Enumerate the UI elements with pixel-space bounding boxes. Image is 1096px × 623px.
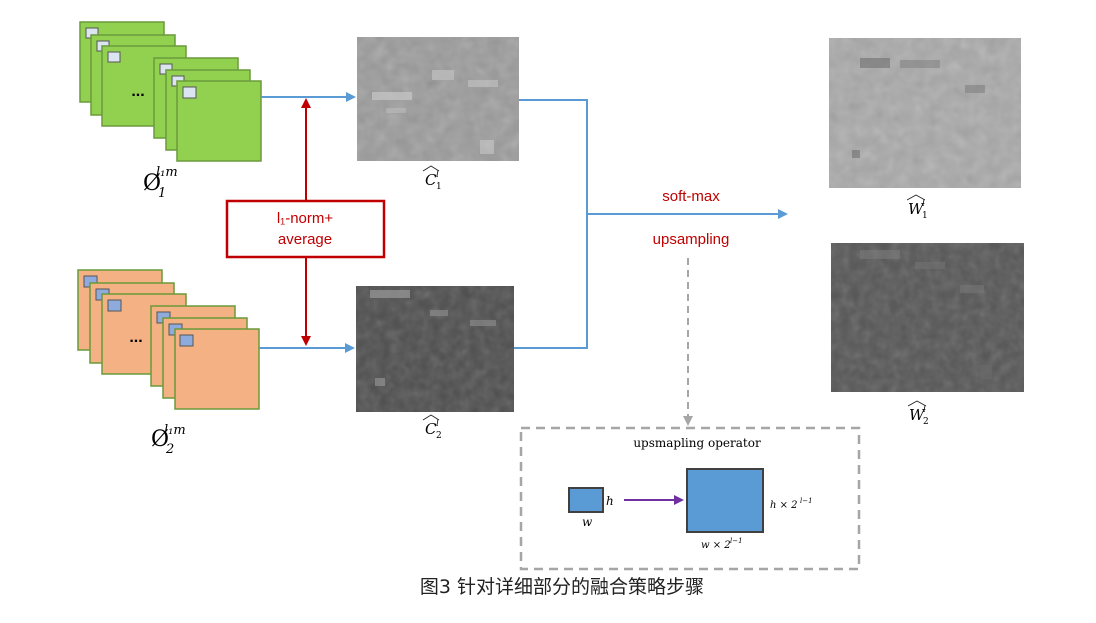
out-h-exponent: l−1 bbox=[800, 497, 813, 505]
large-output-block bbox=[686, 468, 764, 533]
small-input-block bbox=[568, 487, 604, 513]
svg-text:C: C bbox=[425, 420, 437, 438]
svg-text:l: l bbox=[923, 405, 926, 415]
w2-label: W 2 l bbox=[907, 400, 929, 427]
svg-text:2: 2 bbox=[165, 442, 174, 457]
input2-label: Ø 2 l₁m bbox=[151, 423, 186, 457]
w1-label: W 1 l bbox=[906, 194, 928, 221]
svg-text:2: 2 bbox=[436, 431, 442, 441]
svg-text:1: 1 bbox=[158, 186, 166, 201]
svg-text:l: l bbox=[436, 170, 439, 180]
svg-text:C: C bbox=[425, 171, 437, 189]
input1-label: Ø 1 l₁m bbox=[143, 165, 178, 201]
svg-text:1: 1 bbox=[922, 211, 928, 221]
c2-label: C 2 l bbox=[422, 414, 442, 441]
svg-text:W: W bbox=[909, 406, 926, 424]
weight-map-w1 bbox=[829, 38, 1021, 188]
out-w-label: w × 2 bbox=[701, 540, 731, 551]
figure-caption: 图3 针对详细部分的融合策略步骤 bbox=[420, 576, 704, 598]
fusion-strategy-box bbox=[225, 199, 386, 259]
input-feature-stack-1: ... bbox=[79, 21, 262, 162]
svg-text:l₁m: l₁m bbox=[156, 165, 178, 180]
upsampling-label: upsampling bbox=[653, 231, 730, 248]
weight-map-w2 bbox=[831, 243, 1024, 392]
activity-map-c1 bbox=[357, 37, 519, 161]
fusion-box-line1: l₁-norm+ bbox=[277, 210, 334, 227]
svg-text:W: W bbox=[908, 200, 925, 218]
svg-text:l: l bbox=[436, 419, 439, 429]
upsampling-operator-box bbox=[519, 426, 861, 571]
merge-connector bbox=[514, 99, 588, 349]
ellipsis-1: ... bbox=[131, 83, 144, 100]
operator-title: upsmapling operator bbox=[633, 436, 761, 450]
c1-label: C 1 l bbox=[422, 165, 442, 192]
activity-map-c2 bbox=[356, 286, 514, 412]
svg-text:Ø: Ø bbox=[143, 171, 161, 196]
svg-text:l: l bbox=[922, 199, 925, 209]
ellipsis-2: ... bbox=[129, 329, 142, 346]
svg-text:Ø: Ø bbox=[151, 427, 169, 452]
svg-text:1: 1 bbox=[436, 182, 442, 192]
input-feature-stack-2: ... bbox=[77, 269, 260, 410]
fusion-box-line2: average bbox=[278, 231, 332, 248]
svg-text:2: 2 bbox=[923, 417, 929, 427]
small-h-label: h bbox=[606, 494, 614, 508]
softmax-label: soft-max bbox=[662, 188, 720, 205]
svg-text:l₁m: l₁m bbox=[164, 423, 186, 438]
out-h-label: h × 2 bbox=[770, 500, 798, 511]
out-w-exponent: l−1 bbox=[730, 537, 743, 545]
small-w-label: w bbox=[582, 515, 593, 529]
